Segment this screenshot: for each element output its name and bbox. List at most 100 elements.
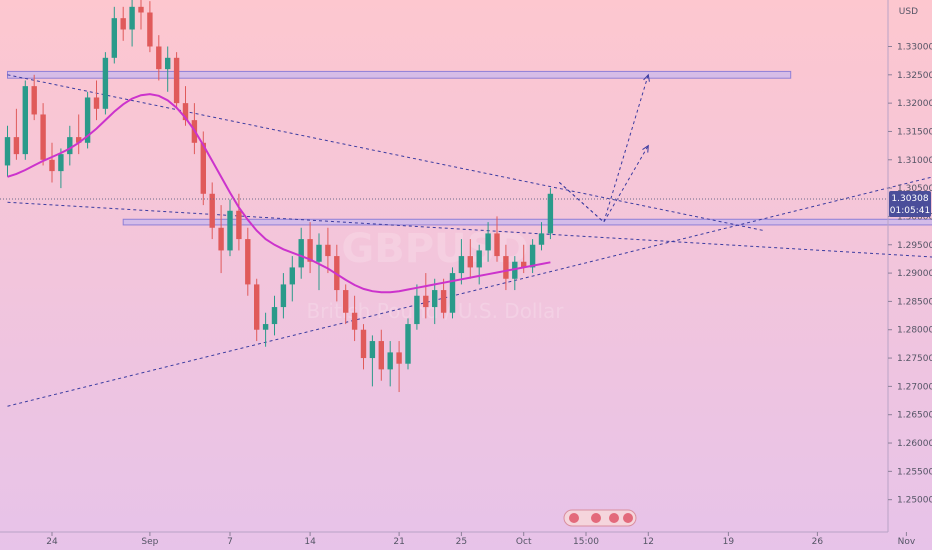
candle-body <box>182 103 189 121</box>
price-tick-label: 1.30000 <box>897 212 932 222</box>
price-tick-label: 1.31500 <box>897 127 932 137</box>
candle-body <box>529 244 536 268</box>
price-tick-label: 1.31000 <box>897 156 932 166</box>
candle-body <box>93 97 100 109</box>
candle-body <box>503 256 509 279</box>
candle-body <box>58 154 64 172</box>
candle-body <box>31 86 37 115</box>
projections-layer <box>558 73 650 223</box>
price-tick-label: 1.27000 <box>897 382 932 392</box>
bar-countdown: 01:05:41 <box>890 206 930 216</box>
projection-path <box>558 145 649 223</box>
time-tick-label: 14 <box>304 537 316 547</box>
candle-body <box>129 6 135 30</box>
event-flag-icon[interactable] <box>609 513 619 523</box>
projection-arrowhead <box>642 144 649 153</box>
candle-body <box>271 307 278 325</box>
price-tick-label: 1.29000 <box>897 269 932 279</box>
time-tick-label: Nov <box>898 537 916 547</box>
candle-body <box>378 341 384 370</box>
time-tick-label: 19 <box>723 537 735 547</box>
candle-body <box>245 239 251 285</box>
candle-body <box>485 233 491 251</box>
candle-body <box>440 290 447 313</box>
event-flag-icon[interactable] <box>591 513 601 523</box>
candle-body <box>343 290 349 313</box>
last-price-tag: 1.30308 01:05:41 <box>889 190 931 217</box>
candle-body <box>316 244 322 262</box>
time-tick-label: 21 <box>393 537 404 547</box>
candle-body <box>84 97 91 143</box>
candle-body <box>289 267 295 285</box>
last-price-value: 1.30308 <box>891 194 928 204</box>
candle-body <box>298 239 304 268</box>
price-tick-label: 1.29500 <box>897 241 932 251</box>
projection-arrowhead <box>643 73 650 82</box>
candle-body <box>67 137 73 155</box>
candles-layer <box>4 0 554 393</box>
event-markers[interactable] <box>563 509 637 527</box>
moving-average-line <box>7 93 551 294</box>
price-tick-label: 1.32000 <box>897 99 932 109</box>
candle-body <box>432 290 438 308</box>
candle-body <box>209 193 215 228</box>
trendlines-layer <box>7 74 932 407</box>
candle-body <box>102 57 109 109</box>
candle-body <box>254 284 260 330</box>
candle-body <box>547 193 554 234</box>
zones-layer <box>7 70 932 226</box>
time-tick-label: 12 <box>643 537 654 547</box>
candle-body <box>458 256 465 274</box>
candle-body <box>49 159 55 172</box>
time-tick-label: 24 <box>46 537 58 547</box>
candle-body <box>111 18 117 58</box>
currency-label: USD <box>899 7 918 17</box>
price-tick-label: 1.28500 <box>897 297 932 307</box>
candle-body <box>307 239 313 262</box>
candle-body <box>156 46 162 70</box>
resistance-zone <box>122 218 932 226</box>
candle-body <box>512 261 518 279</box>
candle-body <box>40 114 46 160</box>
resistance-zone <box>7 70 792 79</box>
price-axis[interactable]: 1.33000 1.32500 1.32000 1.31500 1.31000 1.305… <box>888 42 932 506</box>
candle-body <box>325 244 331 257</box>
candle-body <box>22 86 28 155</box>
candle-body <box>405 324 411 364</box>
candle-body <box>280 284 287 308</box>
candle-body <box>423 295 429 308</box>
candle-body <box>262 324 269 330</box>
watermark-symbol: GBPUSD <box>341 226 528 272</box>
price-tick-label: 1.26500 <box>897 411 932 421</box>
candle-body <box>76 137 82 143</box>
candle-body <box>120 18 126 30</box>
time-tick-label: Oct <box>516 537 532 547</box>
candle-body <box>351 312 358 330</box>
time-tick-label: 7 <box>227 537 233 547</box>
candle-body <box>227 210 233 251</box>
candle-body <box>147 12 153 47</box>
candle-body <box>173 57 180 104</box>
candle-body <box>538 233 545 245</box>
price-tick-label: 1.26000 <box>897 439 932 449</box>
candle-body <box>138 6 144 13</box>
candle-body <box>449 273 456 313</box>
candle-body <box>165 57 171 70</box>
time-tick-label: 15:00 <box>573 537 599 547</box>
event-flag-icon[interactable] <box>569 513 579 523</box>
candle-body <box>494 233 500 257</box>
candle-body <box>467 256 473 268</box>
trendline <box>7 74 765 232</box>
time-tick-label: 25 <box>456 537 467 547</box>
price-tick-label: 1.27500 <box>897 354 932 364</box>
candle-body <box>200 142 206 194</box>
price-tick-label: 1.30500 <box>897 184 932 194</box>
candle-body <box>236 210 242 240</box>
trendline <box>7 176 932 407</box>
price-tick-label: 1.25000 <box>897 496 932 506</box>
event-flag-icon[interactable] <box>623 513 633 523</box>
price-tick-label: 1.28000 <box>897 326 932 336</box>
